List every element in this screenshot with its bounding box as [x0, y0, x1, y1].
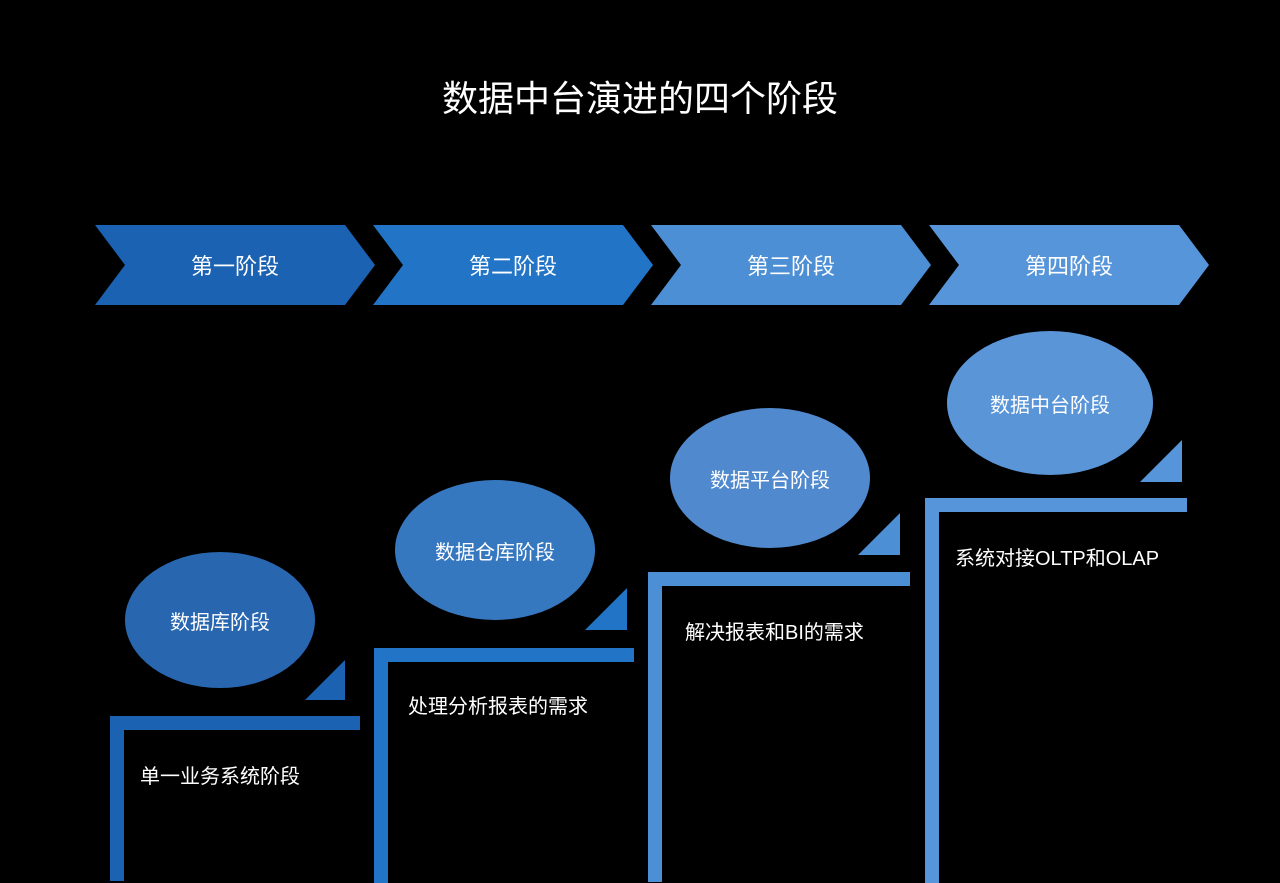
bracket-horizontal-1	[110, 716, 360, 730]
ellipse-label-2: 数据仓库阶段	[435, 536, 555, 565]
triangle-marker-4	[1140, 440, 1182, 482]
bracket-vertical-2	[374, 648, 388, 883]
chevron-label-1: 第一阶段	[191, 249, 279, 281]
bracket-horizontal-2	[374, 648, 634, 662]
chevron-label-3: 第三阶段	[747, 249, 835, 281]
triangle-marker-1	[305, 660, 345, 700]
ellipse-stage-1: 数据库阶段	[125, 552, 315, 688]
bracket-vertical-1	[110, 716, 124, 881]
step-bracket-1	[110, 716, 360, 881]
step-bracket-2	[374, 648, 634, 883]
stage-desc-4: 系统对接OLTP和OLAP	[955, 542, 1159, 571]
bracket-vertical-3	[648, 572, 662, 882]
chevron-stage-4: 第四阶段	[929, 225, 1209, 305]
ellipse-stage-2: 数据仓库阶段	[395, 480, 595, 620]
bracket-horizontal-4	[925, 498, 1187, 512]
bracket-vertical-4	[925, 498, 939, 883]
ellipse-stage-3: 数据平台阶段	[670, 408, 870, 548]
stage-desc-2: 处理分析报表的需求	[408, 690, 588, 719]
stage-desc-3: 解决报表和BI的需求	[685, 616, 864, 645]
triangle-marker-2	[585, 588, 627, 630]
triangle-marker-3	[858, 513, 900, 555]
chevron-label-4: 第四阶段	[1025, 249, 1113, 281]
page-title: 数据中台演进的四个阶段	[0, 70, 1280, 122]
ellipse-stage-4: 数据中台阶段	[947, 331, 1153, 475]
chevron-stage-1: 第一阶段	[95, 225, 375, 305]
stage-desc-1: 单一业务系统阶段	[140, 760, 300, 789]
chevron-stage-3: 第三阶段	[651, 225, 931, 305]
ellipse-label-3: 数据平台阶段	[710, 464, 830, 493]
ellipse-label-1: 数据库阶段	[170, 606, 270, 635]
ellipse-label-4: 数据中台阶段	[990, 389, 1110, 418]
bracket-horizontal-3	[648, 572, 910, 586]
chevron-stage-2: 第二阶段	[373, 225, 653, 305]
chevron-label-2: 第二阶段	[469, 249, 557, 281]
